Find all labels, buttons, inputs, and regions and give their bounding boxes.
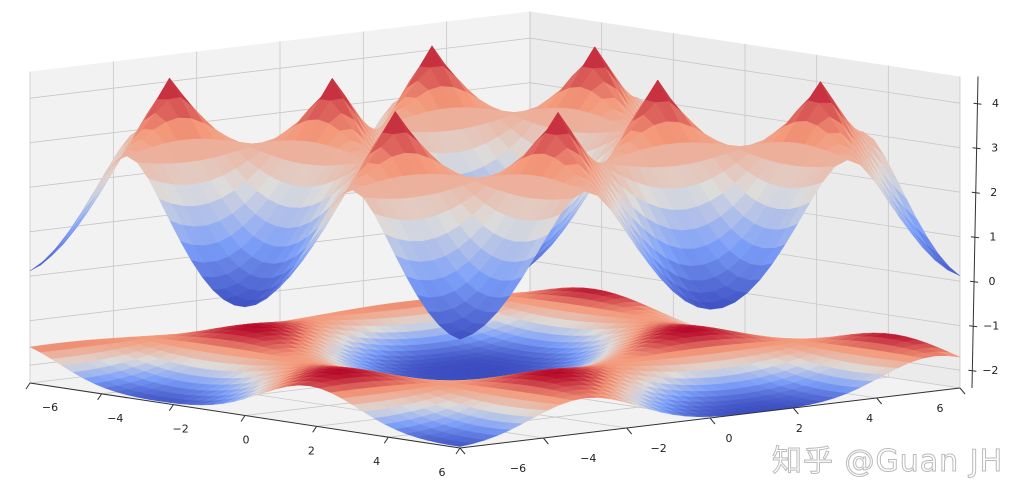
surfaces [29,45,961,447]
y-tick-label: 4 [866,412,873,425]
axis-lines [25,76,982,455]
gridline-z [29,37,961,104]
x-tick-label: −2 [173,423,189,436]
z-tick [972,147,981,150]
y-tick [542,437,549,445]
y-tick-label: 2 [796,422,803,435]
y-tick [959,387,966,395]
tick-labels: −6 −6 −4 −4 −2 −2 0 0 2 2 4 4 6 6 −2 −1 0 1 2 3 4 [42,97,999,479]
z-tick-label: 3 [991,142,998,155]
y-tick [792,407,799,415]
z-tick-label: 1 [989,231,996,244]
x-tick-label: −4 [107,412,123,425]
x-tick [240,415,246,422]
z-tick-label: 0 [989,275,996,288]
z-tick-label: −2 [982,364,998,377]
y-tick-label: 0 [726,432,733,445]
y-tick [876,397,883,405]
x-tick-label: 4 [373,455,380,468]
z-tick [969,280,979,283]
x-tick [97,393,103,401]
y-tick [709,417,716,425]
y-tick-label: −4 [580,452,596,465]
surface-facet [449,441,473,447]
z-tick [973,102,982,105]
upper-surface [29,45,961,340]
z-tick [969,325,978,328]
x-tick [455,447,461,455]
y-tick [459,447,466,455]
y-tick [626,427,633,435]
surface-facet [448,330,474,340]
z-tick-label: −1 [983,320,999,333]
x-tick-label: 0 [243,434,250,447]
lower-surface [29,287,961,447]
z-tick [968,369,977,372]
z-tick [970,236,979,239]
z-axis-line [971,76,979,389]
x-tick-label: 6 [439,466,446,479]
z-tick-label: 4 [992,97,999,110]
y-tick-label: 6 [937,402,944,415]
x-tick [25,382,31,390]
z-tick-label: 2 [990,186,997,199]
x-tick-label: −6 [42,401,58,414]
y-tick-label: −6 [510,462,526,475]
x-tick-label: 2 [308,444,315,457]
x-tick [383,436,389,444]
y-tick-label: −2 [651,442,667,455]
x-tick [168,404,174,411]
watermark: 知乎 @Guan JH [771,444,1004,479]
z-tick [971,191,980,194]
x-tick [312,426,318,433]
